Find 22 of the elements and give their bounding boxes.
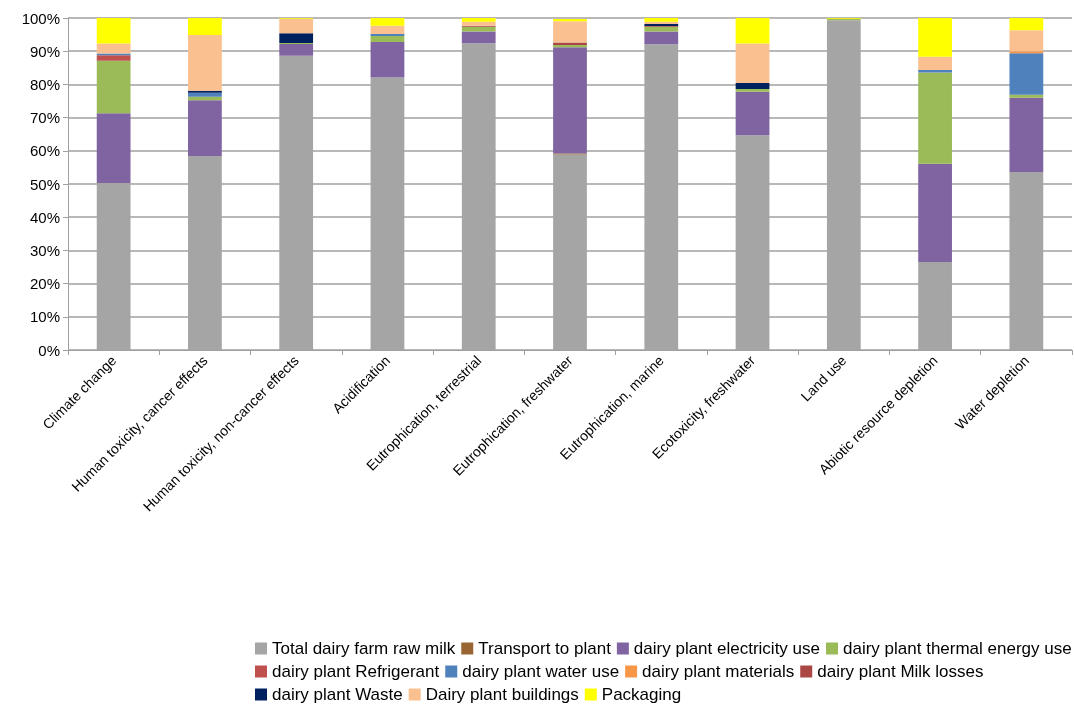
y-tick-label: 60% — [29, 142, 60, 160]
legend-label: dairy plant Waste — [272, 685, 403, 704]
y-tick-label: 0% — [38, 341, 60, 359]
y-tick-label: 100% — [21, 9, 60, 27]
legend-label: dairy plant materials — [642, 662, 795, 681]
legend-label: dairy plant Refrigerant — [272, 662, 440, 681]
y-tick-label: 30% — [29, 241, 60, 259]
legend-label: dairy plant Milk losses — [817, 662, 984, 681]
legend-label: Packaging — [601, 685, 682, 704]
y-tick-label: 90% — [29, 42, 60, 60]
y-tick-label: 80% — [29, 75, 60, 93]
y-tick-label: 70% — [29, 109, 60, 127]
legend-label: Total dairy farm raw milk — [272, 639, 456, 658]
y-tick-label: 10% — [29, 308, 60, 326]
legend-label: Dairy plant buildings — [425, 685, 579, 704]
y-tick-label: 40% — [29, 208, 60, 226]
y-tick-label: 50% — [29, 175, 60, 193]
y-tick-label: 20% — [29, 275, 60, 293]
legend-label: dairy plant thermal energy use — [843, 639, 1072, 658]
legend-label: Transport to plant — [478, 639, 612, 658]
legend-label: dairy plant electricity use — [633, 639, 820, 658]
legend-label: dairy plant water use — [462, 662, 620, 681]
